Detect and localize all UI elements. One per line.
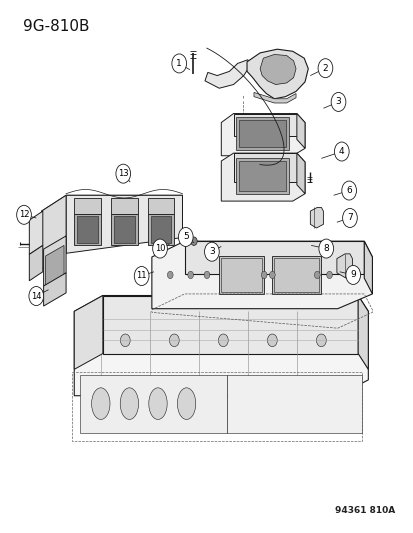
Polygon shape — [184, 241, 363, 274]
Polygon shape — [41, 195, 182, 251]
Circle shape — [342, 208, 356, 228]
Circle shape — [334, 142, 348, 161]
Polygon shape — [204, 60, 249, 88]
Polygon shape — [147, 198, 174, 214]
Circle shape — [190, 237, 197, 245]
Text: 5: 5 — [183, 232, 188, 241]
Polygon shape — [66, 195, 182, 253]
Circle shape — [167, 271, 173, 279]
Circle shape — [204, 242, 219, 261]
Text: 12: 12 — [19, 211, 29, 219]
Polygon shape — [111, 198, 137, 214]
Circle shape — [330, 92, 345, 111]
Polygon shape — [74, 295, 368, 395]
Polygon shape — [43, 236, 66, 286]
Text: 2: 2 — [322, 63, 328, 72]
Text: 8: 8 — [323, 244, 328, 253]
Polygon shape — [221, 114, 304, 156]
Text: 10: 10 — [154, 244, 165, 253]
Polygon shape — [253, 92, 295, 103]
Circle shape — [171, 54, 186, 73]
Polygon shape — [150, 216, 171, 243]
Polygon shape — [221, 153, 304, 201]
Text: 6: 6 — [345, 186, 351, 195]
Circle shape — [178, 228, 192, 246]
Circle shape — [317, 59, 332, 78]
Circle shape — [326, 271, 332, 279]
Ellipse shape — [148, 388, 167, 419]
Polygon shape — [259, 54, 295, 85]
Ellipse shape — [177, 388, 195, 419]
Text: 9G-810B: 9G-810B — [23, 19, 90, 34]
Circle shape — [188, 271, 193, 279]
Circle shape — [17, 205, 31, 224]
Circle shape — [261, 271, 266, 279]
Ellipse shape — [91, 388, 110, 419]
Polygon shape — [363, 241, 372, 294]
Circle shape — [218, 334, 228, 346]
Text: 3: 3 — [335, 98, 341, 107]
Circle shape — [318, 239, 333, 258]
Polygon shape — [357, 295, 368, 369]
Polygon shape — [29, 211, 43, 254]
Text: 7: 7 — [346, 214, 352, 222]
Circle shape — [204, 271, 209, 279]
Polygon shape — [296, 153, 304, 193]
Ellipse shape — [120, 388, 138, 419]
Polygon shape — [296, 114, 304, 148]
Polygon shape — [111, 214, 137, 245]
Circle shape — [152, 239, 167, 258]
Polygon shape — [233, 153, 296, 182]
Text: 13: 13 — [118, 169, 128, 178]
Polygon shape — [80, 375, 227, 433]
Text: 94361 810A: 94361 810A — [334, 506, 394, 515]
Circle shape — [341, 181, 356, 200]
Polygon shape — [238, 161, 285, 191]
Polygon shape — [336, 254, 351, 278]
Polygon shape — [77, 216, 98, 243]
Polygon shape — [29, 245, 43, 281]
Polygon shape — [74, 214, 100, 245]
Circle shape — [29, 287, 43, 305]
Polygon shape — [147, 214, 174, 245]
Polygon shape — [235, 117, 288, 150]
Circle shape — [346, 271, 352, 279]
Polygon shape — [74, 198, 100, 214]
Polygon shape — [43, 273, 66, 306]
Circle shape — [169, 334, 179, 346]
Polygon shape — [102, 295, 357, 353]
Polygon shape — [219, 256, 263, 294]
Polygon shape — [152, 241, 372, 309]
Circle shape — [267, 334, 277, 346]
Circle shape — [134, 266, 149, 286]
Polygon shape — [272, 256, 320, 294]
Polygon shape — [45, 245, 64, 288]
Polygon shape — [41, 195, 66, 269]
Polygon shape — [74, 295, 102, 369]
Circle shape — [116, 164, 131, 183]
Text: 3: 3 — [209, 247, 214, 256]
Circle shape — [269, 271, 275, 279]
Polygon shape — [238, 120, 285, 147]
Polygon shape — [247, 49, 308, 99]
Circle shape — [313, 271, 319, 279]
Text: 4: 4 — [338, 147, 344, 156]
Polygon shape — [310, 207, 323, 228]
Text: 9: 9 — [349, 270, 355, 279]
Polygon shape — [235, 158, 288, 193]
Polygon shape — [114, 216, 134, 243]
Polygon shape — [227, 375, 361, 433]
Circle shape — [316, 334, 325, 346]
Circle shape — [345, 265, 360, 285]
Text: 1: 1 — [176, 59, 182, 68]
Polygon shape — [233, 114, 296, 136]
Text: 14: 14 — [31, 292, 41, 301]
Text: 11: 11 — [136, 271, 147, 280]
Circle shape — [120, 334, 130, 346]
